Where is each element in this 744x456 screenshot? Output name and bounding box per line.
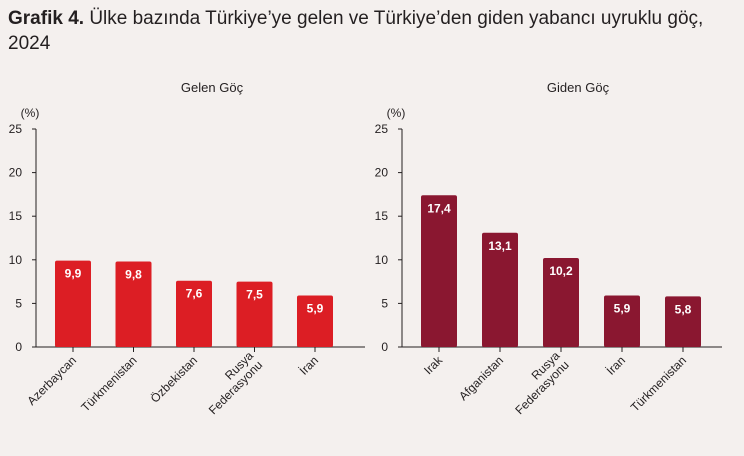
gelen-x-tick-label: Özbekistan [148,353,200,405]
gelen-bar [236,281,273,347]
gelen-bar-value-label: 9,9 [65,267,82,281]
gelen-x-tick-label: RusyaFederasyonu [197,348,266,417]
gelen-bar [297,295,333,347]
figure-title-text: Ülke bazında Türkiye’ye gelen ve Türkiye… [8,8,704,54]
giden-x-tick-label-line: Türkmenistan [628,353,689,414]
gelen-x-tick-label-line: Türkmenistan [78,353,139,414]
giden-y-tick-label: 20 [375,166,389,180]
gelen-bar-value-label: 5,9 [307,302,324,316]
gelen-y-tick-label: 20 [9,166,23,180]
gelen-x-tick-label-line: İran [297,353,322,378]
giden-y-tick-label: 10 [375,253,389,267]
giden-bar-value-label: 5,9 [614,302,631,316]
gelen-x-tick-label-line: Özbekistan [148,353,200,405]
gelen-bar-value-label: 7,6 [186,287,203,301]
giden-bar [665,296,701,347]
giden-x-tick-label: Türkmenistan [628,353,689,414]
gelen-y-tick-label: 5 [15,296,22,310]
giden-x-tick-label-line: Irak [421,353,446,378]
giden-y-tick-label: 15 [375,209,389,223]
giden-chart-title: Giden Göç [547,80,610,95]
gelen-y-tick-label: 10 [9,253,23,267]
giden-bar-value-label: 10,2 [549,264,573,278]
giden-bar-value-label: 5,8 [675,302,692,316]
giden-x-tick-label: Irak [421,353,446,378]
gelen-bar [176,280,212,347]
gelen-chart-title: Gelen Göç [181,80,244,95]
gelen-y-tick-label: 0 [15,340,22,354]
giden-x-tick-label: RusyaFederasyonu [503,348,572,417]
giden-x-tick-label-line: Afganistan [456,353,506,403]
gelen-bar-value-label: 7,5 [246,288,263,302]
gelen-y-unit-label: (%) [21,106,40,120]
gelen-x-tick-label: Azerbaycan [24,353,79,408]
giden-y-tick-label: 5 [381,296,388,310]
giden-bar [482,232,518,347]
gelen-y-tick-label: 15 [9,209,23,223]
giden-bar [604,295,640,347]
giden-bar-value-label: 17,4 [427,201,451,215]
gelen-bar [55,260,91,347]
gelen-x-tick-label: İran [297,353,322,378]
gelen-y-tick-label: 25 [9,122,23,136]
gelen-x-tick-label: Türkmenistan [78,353,139,414]
giden-bar [543,258,579,347]
giden-y-tick-label: 25 [375,122,389,136]
figure-title: Grafik 4. Ülke bazında Türkiye’ye gelen … [8,6,728,56]
giden-bar [421,195,457,347]
giden-x-tick-label: İran [604,353,629,378]
giden-x-tick-label-line: İran [604,353,629,378]
gelen-bar-value-label: 9,8 [125,268,142,282]
giden-x-tick-label: Afganistan [456,353,506,403]
giden-bar-value-label: 13,1 [488,239,512,253]
gelen-bar [115,261,152,347]
gelen-x-tick-label-line: Azerbaycan [24,353,79,408]
giden-y-tick-label: 0 [381,340,388,354]
giden-y-unit-label: (%) [387,106,406,120]
figure-label: Grafik 4. [8,8,85,29]
